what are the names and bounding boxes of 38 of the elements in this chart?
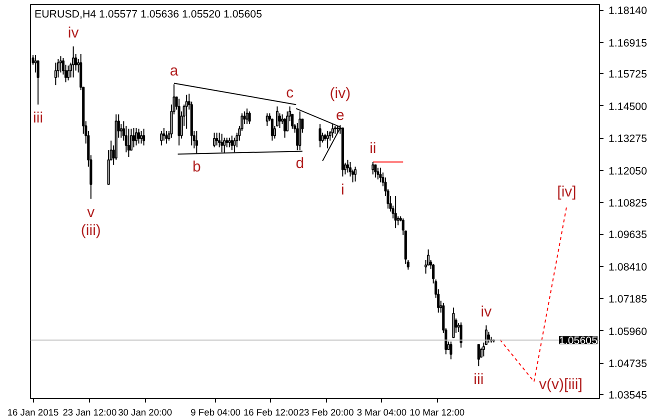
x-tick-label: 16 Feb 12:00 (243, 408, 298, 418)
annotation: c (286, 84, 294, 102)
y-tick-label: 1.15725 (608, 68, 648, 81)
y-tick-label: 1.08410 (608, 261, 648, 274)
x-tick-label: 30 Jan 20:00 (118, 408, 172, 418)
x-tick-label: 10 Mar 12:00 (410, 408, 465, 418)
annotation: iii (33, 110, 44, 127)
annotation: a (170, 62, 179, 80)
annotation: [iv] (557, 184, 576, 201)
annotation: (iii) (80, 222, 101, 239)
y-tick-label: 1.10825 (608, 198, 648, 210)
y-tick-label: 1.16915 (608, 37, 648, 50)
annotation: v(v)[iii] (539, 376, 582, 394)
annotation: v (87, 204, 96, 221)
annotation: e (336, 107, 344, 124)
y-tick-label: 1.09635 (608, 229, 648, 242)
y-tick-label: 1.14500 (608, 100, 648, 113)
annotation: (iv) (330, 85, 351, 102)
x-tick-label: 23 Feb 20:00 (298, 408, 354, 418)
annotation: iv (480, 303, 492, 320)
annotation: iii (474, 371, 484, 388)
y-tick-label: 1.05960 (608, 326, 648, 338)
annotation: d (296, 155, 304, 172)
x-tick-label: 9 Feb 04:00 (190, 408, 240, 418)
y-tick-label: 1.03545 (608, 389, 648, 402)
annotation: b (192, 158, 201, 176)
annotation: i (341, 181, 344, 198)
y-tick-label: 1.04735 (608, 358, 648, 370)
chart-title: EURUSD,H4 1.05577 1.05636 1.05520 1.05605 (34, 8, 262, 20)
y-tick-label: 1.18140 (608, 5, 648, 18)
annotation: iv (68, 24, 80, 42)
y-tick-label: 1.13275 (608, 133, 648, 146)
y-tick-label: 1.12050 (608, 165, 648, 178)
x-tick-label: 3 Mar 04:00 (356, 408, 407, 418)
y-tick-label: 1.07185 (608, 294, 648, 306)
x-tick-label: 16 Jan 2015 (7, 408, 59, 418)
x-tick-label: 23 Jan 12:00 (62, 408, 117, 418)
annotation: ii (370, 140, 376, 157)
